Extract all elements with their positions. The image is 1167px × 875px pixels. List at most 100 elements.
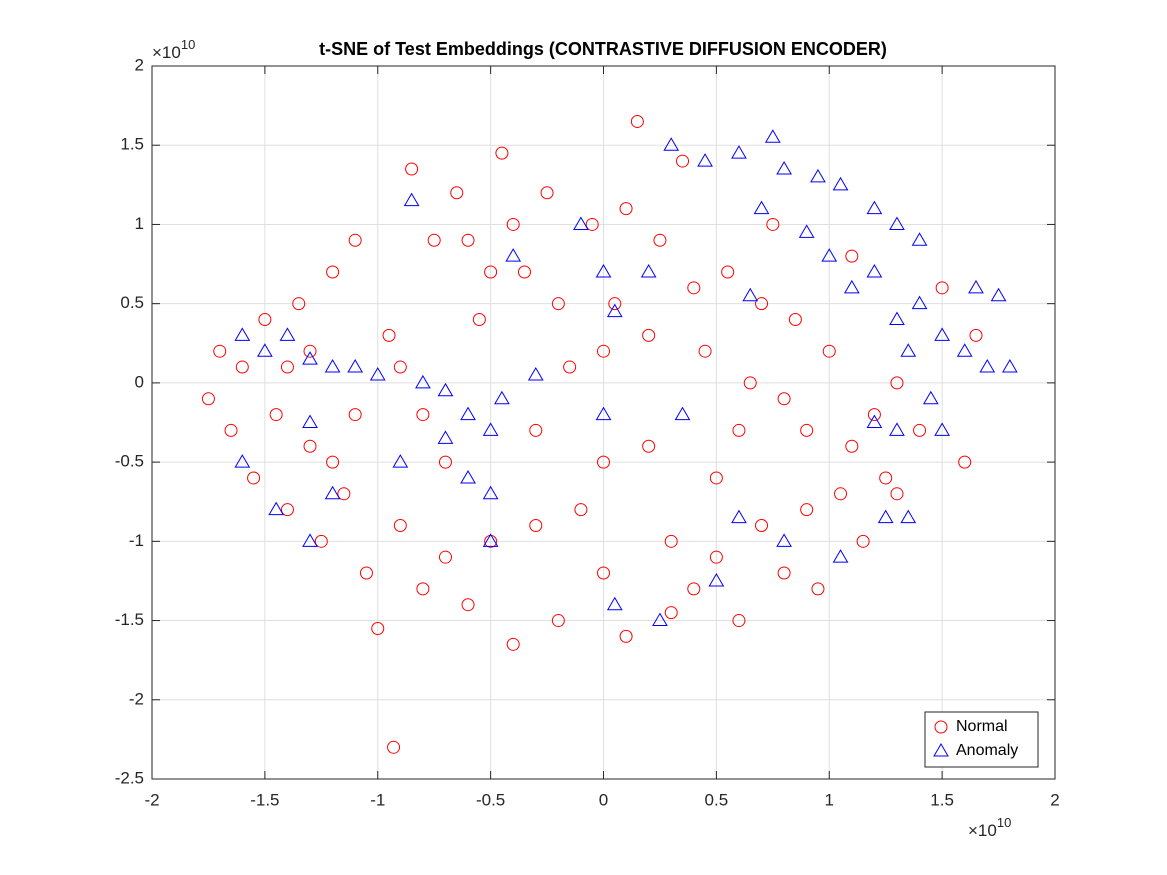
legend-label: Anomaly [956, 742, 1018, 759]
circle-marker [303, 344, 317, 358]
triangle-marker [279, 327, 296, 341]
circle-marker [777, 566, 791, 580]
circle-marker [867, 408, 881, 422]
circle-marker [506, 637, 520, 651]
circle-marker [879, 471, 893, 485]
triangle-marker [437, 430, 454, 444]
circle-marker [224, 423, 238, 437]
triangle-marker [640, 263, 657, 278]
triangle-marker [753, 200, 770, 215]
triangle-marker [437, 382, 454, 397]
circle-marker [619, 202, 633, 216]
triangle-marker [415, 374, 431, 389]
circle-marker [495, 146, 509, 160]
circle-marker [529, 423, 543, 437]
x-tick-label: -1 [370, 790, 385, 809]
triangle-marker [234, 327, 251, 341]
circle-marker [608, 297, 622, 311]
triangle-marker [697, 153, 713, 167]
circle-marker [755, 297, 769, 311]
circle-marker [438, 455, 452, 469]
circle-marker [551, 614, 565, 628]
axes: -2 -1.5 -1 -0.5 0 0.5 1 1.5 2-2.5-2-1.5-1-0.500.… [115, 55, 1060, 809]
triangle-marker [392, 454, 409, 468]
circle-marker [969, 328, 983, 342]
circle-marker [563, 360, 577, 374]
triangle-marker [911, 295, 928, 310]
circle-marker [280, 360, 294, 374]
triangle-marker [832, 176, 849, 191]
circle-marker [337, 487, 351, 501]
legend-label: Normal [956, 718, 1008, 735]
circle-marker [326, 265, 340, 279]
triangle-marker [324, 485, 341, 500]
x-tick-label: 1.5 [930, 790, 954, 809]
triangle-marker [505, 248, 522, 262]
circle-marker [597, 566, 610, 580]
x-tick-label: -0.5 [476, 790, 505, 809]
circle-marker [540, 186, 554, 200]
triangle-marker [968, 279, 984, 294]
x-tick-label: 2 [1050, 790, 1059, 809]
y-tick-label: -2.5 [115, 768, 144, 787]
circle-marker [890, 487, 904, 501]
circle-marker [201, 392, 215, 406]
triangle-marker [302, 414, 318, 428]
triangle-marker [268, 501, 285, 516]
triangle-marker [460, 469, 476, 484]
circle-marker [664, 606, 678, 620]
circle-marker [676, 154, 690, 168]
circle-marker [450, 186, 464, 200]
circle-marker [484, 534, 498, 548]
circle-marker [387, 740, 401, 754]
circle-marker [630, 114, 644, 128]
triangle-marker [934, 327, 950, 341]
circle-marker [653, 233, 667, 247]
circle-marker [597, 344, 610, 358]
circle-marker [213, 344, 227, 358]
circle-marker [314, 534, 328, 548]
circle-marker [235, 360, 249, 374]
triangle-marker [877, 509, 894, 524]
triangle-marker [866, 263, 883, 278]
triangle-marker [866, 200, 883, 215]
circle-marker [597, 455, 610, 469]
circle-marker [303, 439, 317, 453]
circle-marker [913, 423, 927, 437]
circle-marker [348, 233, 362, 247]
triangle-marker [979, 359, 996, 373]
triangle-marker [494, 390, 510, 405]
triangle-marker [606, 303, 623, 318]
triangle-marker [843, 279, 860, 294]
y-tick-label: -2 [129, 689, 144, 708]
circle-marker [766, 217, 780, 231]
circle-marker [393, 360, 407, 374]
triangle-marker [764, 129, 781, 143]
circle-marker [280, 503, 294, 517]
y-tick-label: 0.5 [120, 293, 144, 312]
y-tick-label: -1 [129, 531, 144, 550]
circle-marker [619, 629, 633, 643]
x-tick-label: 0 [599, 790, 608, 809]
circle-marker [642, 439, 656, 453]
circle-marker [461, 233, 475, 247]
triangle-marker [900, 509, 917, 524]
x-tick-label: 0.5 [705, 790, 729, 809]
circle-marker [427, 233, 441, 247]
triangle-marker [889, 422, 905, 436]
circle-marker [416, 582, 430, 596]
triangle-marker [922, 390, 939, 405]
triangle-marker [403, 192, 420, 207]
circle-marker [348, 408, 362, 422]
circle-marker [822, 344, 836, 358]
circle-marker [642, 328, 656, 342]
circle-marker [382, 328, 396, 342]
circle-marker [461, 598, 475, 612]
triangle-marker [324, 359, 341, 373]
triangle-marker [934, 422, 950, 436]
circle-marker [890, 376, 904, 390]
circle-marker [721, 265, 735, 279]
circle-marker [777, 392, 791, 406]
circle-marker [506, 217, 520, 231]
circle-marker [845, 249, 859, 263]
